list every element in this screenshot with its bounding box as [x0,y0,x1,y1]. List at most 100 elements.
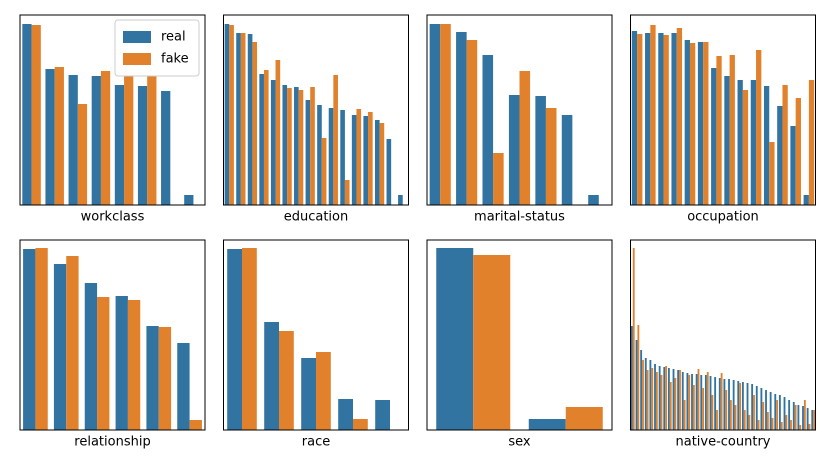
bar [374,120,380,205]
bar [316,352,331,430]
bar [702,388,705,430]
bar [649,360,652,430]
bar [147,68,157,205]
bar [224,24,230,205]
bar [716,410,718,430]
bar [508,95,520,205]
bar [227,249,242,430]
bar [328,108,334,205]
bar [473,255,511,430]
bar [711,68,717,205]
bar [561,115,573,205]
bar [792,402,795,430]
bar [466,40,478,205]
x-axis-label: education [284,210,349,225]
bar [270,80,276,205]
bar [642,360,644,430]
bar [762,402,765,430]
bar [137,86,148,205]
axes-frame [223,239,409,431]
bar [676,28,683,205]
bar [799,425,802,430]
bar [263,70,269,205]
bar [751,384,754,430]
bar [684,40,690,205]
bar [755,386,758,430]
bar [588,195,599,205]
bar [100,71,111,205]
bar [338,399,353,430]
bar [660,375,663,430]
bar [97,297,110,430]
bar [774,394,777,430]
bar [782,85,788,205]
bar [695,374,698,430]
bar [386,139,392,205]
bar [672,369,675,430]
bar [53,264,67,430]
bar [766,412,769,430]
bar [240,33,246,205]
bar [785,415,788,430]
bar [737,80,743,205]
axes-frame [426,239,613,431]
bar [757,420,760,430]
bar [746,383,749,430]
bar [77,104,88,205]
bar [667,368,670,430]
bar [663,35,669,205]
bar [436,248,474,430]
bar [655,372,658,430]
bar [808,424,811,430]
bar [344,180,350,205]
bar [704,375,707,430]
bar [803,400,806,430]
bar [689,43,696,205]
bar [750,80,757,205]
axes-frame [426,14,613,206]
bar [440,24,451,205]
bar [31,25,41,205]
bar [565,407,603,430]
bar [287,88,292,205]
legend-label: fake [161,52,189,67]
bar [637,325,640,430]
bar [535,96,546,205]
bar [45,69,55,205]
bar [729,400,732,430]
bar [765,390,767,430]
bar [760,388,763,430]
bar [301,358,316,430]
bar [279,331,294,430]
bar [703,42,709,205]
bar [681,372,684,430]
bar [665,366,668,430]
bar [679,370,681,430]
bar [333,75,338,205]
bar [753,395,755,430]
bar [714,377,717,430]
bar [282,85,288,205]
bar [651,368,654,430]
bar [650,25,656,205]
x-axis-label: workclass [81,210,145,225]
legend-box [114,19,200,77]
bar [35,248,48,430]
x-axis-label: marital-status [474,210,565,225]
bar [732,380,735,430]
bar [783,397,786,430]
bar [229,25,234,205]
x-axis-label: race [302,435,330,450]
bar [368,112,373,205]
bar [398,195,403,205]
bar [158,327,172,430]
bar [305,100,311,205]
bar [184,195,194,205]
bar [259,74,264,205]
bar [720,373,723,430]
bar [691,374,693,430]
bar [294,87,299,205]
bar [189,420,202,430]
bar [742,90,749,205]
bar [22,24,32,205]
